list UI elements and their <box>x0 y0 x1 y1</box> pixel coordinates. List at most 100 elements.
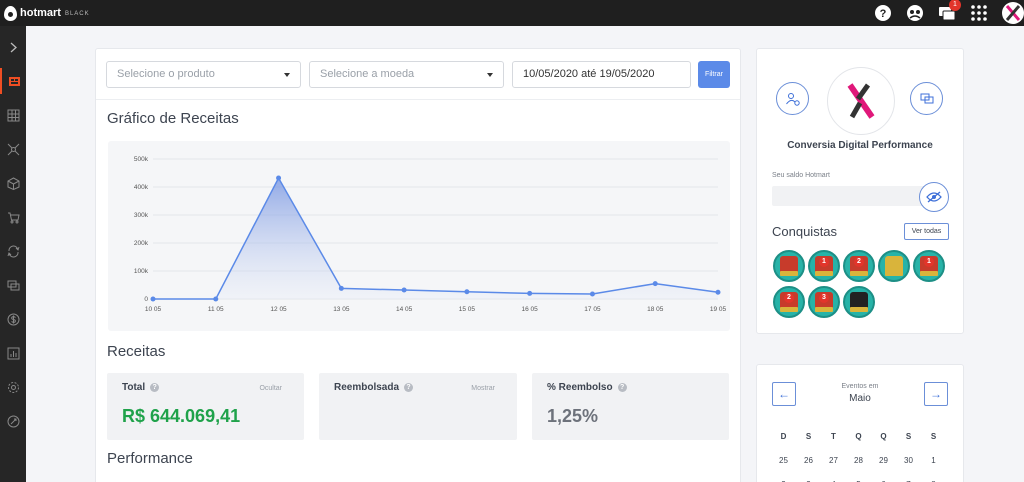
calendar-day[interactable]: 5 <box>846 480 871 482</box>
company-logo <box>827 67 895 135</box>
company-name: Conversia Digital Performance <box>787 140 933 151</box>
achievement-badge-1[interactable]: 1 <box>808 250 840 282</box>
currency-select[interactable]: Selecione a moeda <box>309 61 504 88</box>
eye-off-icon <box>926 191 942 203</box>
data-point <box>652 281 658 287</box>
x-tick-label: 18 05 <box>647 306 664 313</box>
user-settings-button[interactable] <box>776 82 809 115</box>
y-tick-label: 400k <box>134 184 149 191</box>
calendar-month: Maio <box>849 393 871 404</box>
refresh-icon[interactable] <box>0 238 26 264</box>
achievement-badge-1[interactable]: 1 <box>913 250 945 282</box>
help-icon[interactable]: ? <box>150 383 160 392</box>
y-tick-label: 500k <box>134 156 149 163</box>
weekday: Q <box>855 431 862 441</box>
badge-ribbon <box>780 271 798 276</box>
x-tick-label: 13 05 <box>333 306 350 313</box>
calendar-day[interactable]: 1 <box>931 455 936 465</box>
tools-icon[interactable] <box>0 408 26 434</box>
achievement-badge-3[interactable]: 3 <box>808 286 840 318</box>
help-icon[interactable]: ? <box>617 383 627 392</box>
next-month-button[interactable]: → <box>924 382 948 406</box>
currency-select-placeholder: Selecione a moeda <box>320 68 415 80</box>
balance-label: Seu saldo Hotmart <box>772 172 830 179</box>
balance-field <box>772 186 932 206</box>
calendar-grid: D S T Q Q S S 25 26 27 28 29 30 1 2 3 4 … <box>771 424 951 482</box>
x-tick-label: 17 05 <box>584 306 601 313</box>
see-all-button[interactable]: Ver todas <box>904 223 949 240</box>
series-line <box>153 176 719 300</box>
x-tick-label: 19 05 <box>710 306 727 313</box>
data-point <box>401 287 407 293</box>
user-avatar[interactable] <box>1002 2 1024 24</box>
calendar-day[interactable]: 2 <box>771 480 796 482</box>
weekday: S <box>805 431 812 441</box>
help-icon[interactable]: ? <box>404 383 414 392</box>
achievement-badge-2[interactable]: 2 <box>843 250 875 282</box>
bar-chart-icon[interactable] <box>0 340 26 366</box>
cart-icon[interactable] <box>0 204 26 230</box>
achievement-badge-check[interactable] <box>773 250 805 282</box>
x-tick-label: 10 05 <box>145 306 162 313</box>
calendar-day[interactable]: 30 <box>904 455 913 465</box>
arrow-right-icon: → <box>930 387 942 401</box>
date-range-input[interactable]: 10/05/2020 até 19/05/2020 <box>512 61 691 88</box>
hide-toggle[interactable]: Ocultar <box>259 385 282 392</box>
apps-grid-icon[interactable] <box>970 4 988 22</box>
calendar-day[interactable]: 25 <box>779 455 788 465</box>
sidebar <box>0 26 26 482</box>
profile-panel: Conversia Digital Performance Seu saldo … <box>756 48 964 334</box>
weekday-row: D S T Q Q S S <box>771 424 951 448</box>
box-icon[interactable] <box>0 170 26 196</box>
prev-month-button[interactable]: ← <box>772 382 796 406</box>
achievement-badge-2[interactable]: 2 <box>773 286 805 318</box>
user-settings-icon <box>785 92 800 106</box>
calendar-day[interactable]: 26 <box>804 455 813 465</box>
calendar-day[interactable]: 3 <box>796 480 821 482</box>
refunded-label: Reembolsada? <box>334 382 414 393</box>
grid-icon[interactable] <box>0 102 26 128</box>
toggle-balance-button[interactable] <box>919 182 949 212</box>
hotmart-logo[interactable]: hotmart BLACK <box>4 3 90 23</box>
support-chat-button[interactable] <box>910 82 943 115</box>
settings-icon[interactable] <box>0 374 26 400</box>
data-point <box>464 289 470 295</box>
chat-icon[interactable] <box>0 272 26 298</box>
calendar-day[interactable]: 4 <box>821 480 846 482</box>
calendar-day[interactable]: 28 <box>854 455 863 465</box>
community-icon[interactable] <box>906 4 924 22</box>
achievement-badge-ninja[interactable] <box>843 286 875 318</box>
calendar-day[interactable]: 8 <box>921 480 946 482</box>
badge-number: 2 <box>854 257 864 267</box>
weekday: T <box>831 431 836 441</box>
network-icon[interactable] <box>0 136 26 162</box>
badge-ribbon <box>815 271 833 276</box>
show-toggle[interactable]: Mostrar <box>471 385 495 392</box>
dashboard-icon[interactable] <box>0 68 26 94</box>
revenue-title: Receitas <box>107 343 166 360</box>
dollar-icon[interactable] <box>0 306 26 332</box>
calendar-day[interactable]: 27 <box>829 455 838 465</box>
notifications-icon[interactable]: 1 <box>938 0 961 22</box>
week-row: 2 3 4 5 6 7 8 <box>771 472 951 482</box>
data-point <box>213 296 219 302</box>
calendar-day[interactable]: 7 <box>896 480 921 482</box>
badge-ribbon <box>920 271 938 276</box>
achievement-badge-trophy[interactable] <box>878 250 910 282</box>
hotmart-flame-icon <box>4 5 17 21</box>
achievements-title: Conquistas <box>772 224 838 239</box>
help-icon[interactable]: ? <box>874 4 892 22</box>
chevron-down-icon <box>487 73 493 77</box>
expand-icon[interactable] <box>0 34 26 60</box>
brand-tier: BLACK <box>64 11 90 17</box>
product-select[interactable]: Selecione o produto <box>106 61 301 88</box>
filter-button[interactable]: Filtrar <box>698 61 730 88</box>
badge-number: 3 <box>819 293 829 303</box>
refunded-card: Reembolsada? Mostrar <box>319 373 517 440</box>
x-tick-label: 14 05 <box>396 306 413 313</box>
calendar-day[interactable]: 29 <box>879 455 888 465</box>
total-value: R$ 644.069,41 <box>122 406 241 426</box>
badge-number: 1 <box>819 257 829 267</box>
badge-number: 1 <box>924 257 934 267</box>
calendar-day[interactable]: 6 <box>871 480 896 482</box>
